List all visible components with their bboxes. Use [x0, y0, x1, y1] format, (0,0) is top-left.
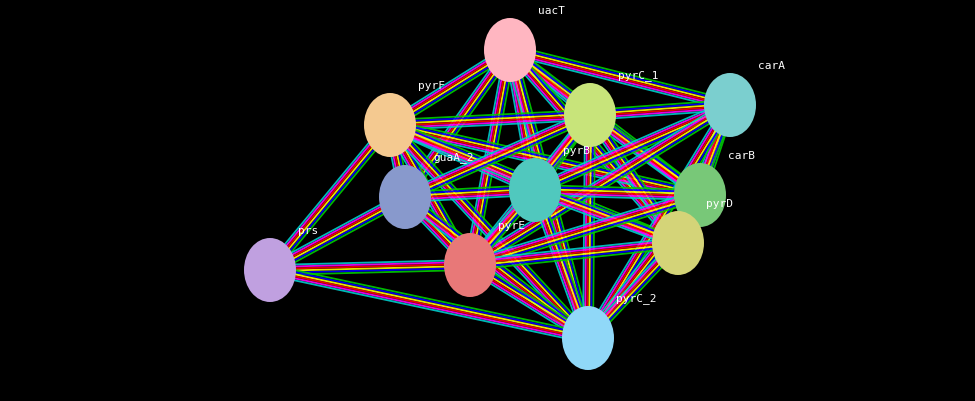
Ellipse shape [509, 158, 561, 222]
Ellipse shape [652, 211, 704, 275]
Text: prs: prs [298, 226, 318, 236]
Text: pyrE: pyrE [498, 221, 525, 231]
Text: pyrC_1: pyrC_1 [618, 70, 658, 81]
Ellipse shape [564, 83, 616, 147]
Text: pyrC_2: pyrC_2 [616, 293, 656, 304]
Text: uacT: uacT [538, 6, 565, 16]
Ellipse shape [364, 93, 416, 157]
Ellipse shape [704, 73, 756, 137]
Ellipse shape [674, 163, 726, 227]
Ellipse shape [379, 165, 431, 229]
Text: pyrF: pyrF [418, 81, 445, 91]
Ellipse shape [562, 306, 614, 370]
Text: pyrD: pyrD [706, 199, 733, 209]
Text: carB: carB [728, 151, 755, 161]
Text: guaA_2: guaA_2 [433, 152, 474, 163]
Ellipse shape [444, 233, 496, 297]
Text: carA: carA [758, 61, 785, 71]
Ellipse shape [244, 238, 296, 302]
Ellipse shape [484, 18, 536, 82]
Text: pyrB: pyrB [563, 146, 590, 156]
